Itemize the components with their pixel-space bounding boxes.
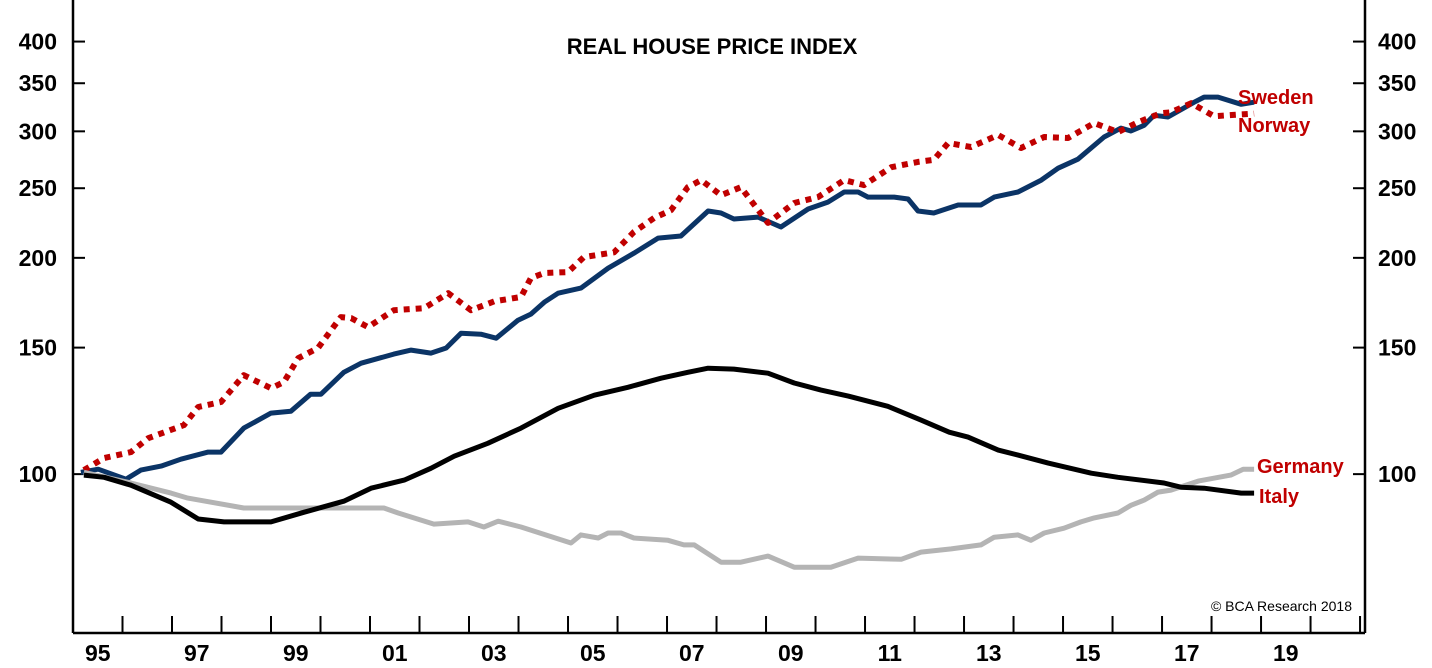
y-tick-label-left: 350 <box>19 70 57 96</box>
y-tick-label-right: 200 <box>1378 245 1416 271</box>
x-tick-label: 05 <box>580 640 606 666</box>
series-label-germany: Germany <box>1257 456 1345 478</box>
y-tick-label-right: 100 <box>1378 461 1416 487</box>
series-line-germany <box>83 466 1255 570</box>
y-tick-label-left: 150 <box>19 335 57 361</box>
chart-title: REAL HOUSE PRICE INDEX <box>567 34 858 59</box>
x-tick-label: 97 <box>184 640 210 666</box>
x-tick-label: 01 <box>382 640 408 666</box>
y-tick-label-left: 200 <box>19 245 57 271</box>
copyright-credit: © BCA Research 2018 <box>1211 598 1352 614</box>
x-tick-label: 13 <box>976 640 1002 666</box>
series-labels: Sweden Norway Germany Italy <box>1238 87 1345 508</box>
series-lines <box>80 94 1255 570</box>
y-tick-label-left: 250 <box>19 175 57 201</box>
y-tick-label-right: 300 <box>1378 118 1416 144</box>
x-tick-label: 17 <box>1174 640 1200 666</box>
x-tick-label: 99 <box>283 640 309 666</box>
x-tick-label: 11 <box>878 640 903 666</box>
y-tick-label-left: 400 <box>19 29 57 55</box>
y-tick-label-left: 300 <box>19 118 57 144</box>
series-line-sweden <box>80 94 1255 482</box>
y-tick-label-left: 100 <box>19 461 57 487</box>
series-label-italy: Italy <box>1259 486 1300 508</box>
y-tick-label-right: 250 <box>1378 175 1416 201</box>
y-tick-label-right: 400 <box>1378 29 1416 55</box>
x-tick-label: 95 <box>85 640 111 666</box>
x-tick-label: 03 <box>481 640 507 666</box>
y-tick-label-right: 150 <box>1378 335 1416 361</box>
series-line-norway <box>82 100 1255 473</box>
y-tick-label-right: 350 <box>1378 70 1416 96</box>
x-tick-label: 09 <box>778 640 804 666</box>
series-label-norway: Norway <box>1238 115 1311 137</box>
axes: 100 100 150 150 200 200 250 250 300 300 350 350 400 4… <box>19 0 1416 666</box>
x-tick-label: 07 <box>679 640 705 666</box>
series-line-italy <box>83 365 1255 525</box>
x-tick-label: 15 <box>1075 640 1101 666</box>
x-tick-label: 19 <box>1273 640 1299 666</box>
series-label-sweden: Sweden <box>1238 87 1314 109</box>
